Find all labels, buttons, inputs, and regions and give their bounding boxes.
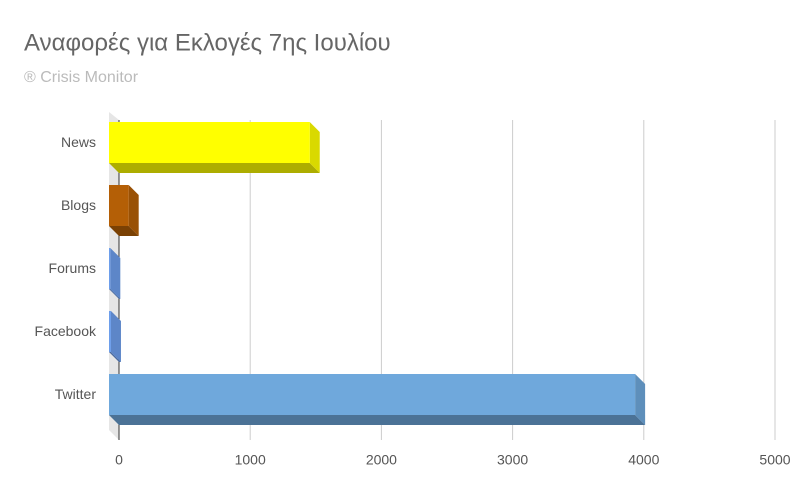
chart-subtitle: ® Crisis Monitor — [24, 69, 139, 86]
bar-bottom — [109, 352, 121, 362]
bar-bottom — [109, 289, 121, 299]
bar — [109, 185, 129, 226]
x-tick-label: 2000 — [366, 452, 397, 468]
bar-side — [309, 122, 320, 173]
bar-bottom — [109, 163, 320, 173]
x-tick-label: 1000 — [235, 452, 266, 468]
x-tick-label: 3000 — [497, 452, 528, 468]
chart-title: Αναφορές για Εκλογές 7ης Ιουλίου — [24, 29, 391, 56]
y-tick-label: Blogs — [61, 197, 96, 213]
bar-side — [110, 311, 121, 362]
x-tick-label: 5000 — [759, 452, 790, 468]
x-tick-label: 4000 — [628, 452, 659, 468]
x-tick-label: 0 — [115, 452, 123, 468]
bar-bottom — [109, 226, 139, 236]
bar-side — [128, 185, 139, 236]
bar — [109, 374, 636, 415]
y-tick-label: News — [61, 134, 96, 150]
y-tick-label: Forums — [49, 260, 96, 276]
bar — [109, 248, 111, 289]
bar-side — [110, 248, 121, 299]
bar-bottom — [109, 415, 646, 425]
y-tick-label: Twitter — [55, 386, 97, 402]
bar — [109, 311, 111, 352]
bar — [109, 122, 310, 163]
bar-side — [635, 374, 646, 425]
y-tick-label: Facebook — [35, 323, 97, 339]
